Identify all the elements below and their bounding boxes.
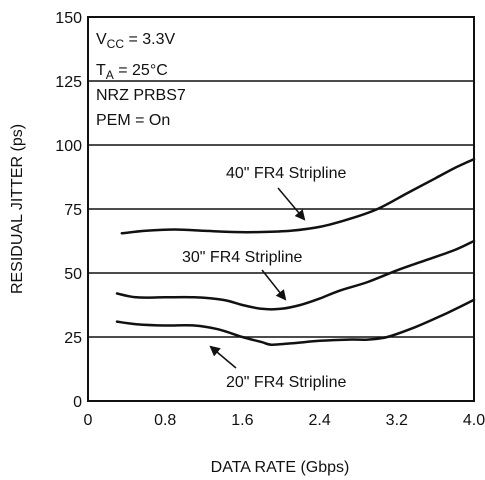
- y-tick-label: 75: [64, 202, 82, 219]
- y-tick-label: 125: [55, 74, 82, 91]
- y-tick-label: 25: [64, 330, 82, 347]
- x-tick-label: 0: [84, 412, 93, 429]
- x-tick-label: 4.0: [463, 412, 485, 429]
- series-line-30in: [115, 239, 476, 311]
- leader-arrows: [209, 187, 306, 369]
- plot-frame: [87, 16, 475, 402]
- series-label-30in: 30" FR4 Stripline: [182, 249, 303, 266]
- y-tick-label: 50: [64, 266, 82, 283]
- y-tick-label: 100: [55, 138, 82, 155]
- arrow-40in: [277, 187, 306, 221]
- annotation-pem: PEM = On: [96, 112, 170, 129]
- annotations: VCC = 3.3V TA = 25°C NRZ PRBS7 PEM = On: [96, 31, 186, 129]
- annotation-vcc: VCC = 3.3V: [96, 31, 175, 51]
- arrow-20in: [209, 345, 237, 369]
- x-tick-label: 2.4: [308, 412, 330, 429]
- annotation-signal: NRZ PRBS7: [96, 87, 186, 104]
- arrow-30in: [261, 269, 287, 301]
- x-axis-label: DATA RATE (Gbps): [211, 459, 350, 476]
- grid: [88, 80, 474, 338]
- series-label-20in: 20" FR4 Stripline: [226, 374, 347, 391]
- x-tick-label: 1.6: [231, 412, 253, 429]
- series-line-40in: [120, 157, 476, 235]
- series-labels: 40" FR4 Stripline 30" FR4 Stripline 20" …: [182, 165, 347, 391]
- x-tick-label: 0.8: [154, 412, 176, 429]
- annotation-ta: TA = 25°C: [96, 62, 168, 82]
- series-line-20in: [115, 298, 476, 346]
- series-lines: [115, 157, 476, 346]
- series-label-40in: 40" FR4 Stripline: [226, 165, 347, 182]
- y-tick-label: 0: [73, 394, 82, 411]
- y-axis-label: RESIDUAL JITTER (ps): [9, 124, 26, 294]
- y-tick-label: 150: [55, 10, 82, 27]
- x-tick-label: 3.2: [386, 412, 408, 429]
- ticks: 0 25 50 75 100 125 150 0 0.8 1.6 2.4 3.2 4.0: [55, 10, 485, 429]
